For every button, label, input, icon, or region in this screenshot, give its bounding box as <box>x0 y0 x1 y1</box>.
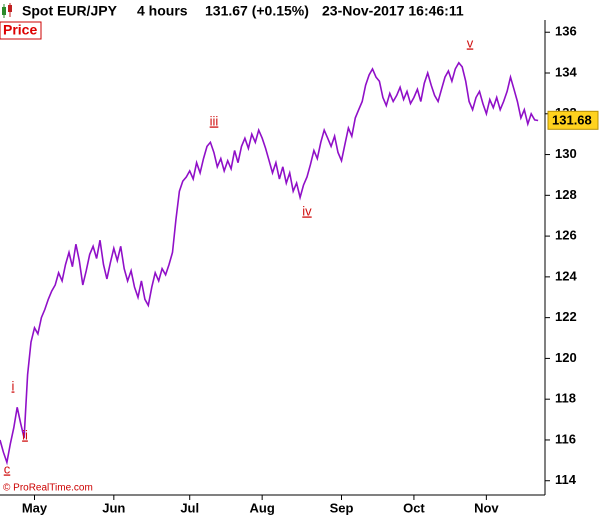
y-tick-label: 120 <box>555 350 577 365</box>
x-tick-label: May <box>22 500 48 515</box>
last-price-label: 131.68 <box>552 113 592 128</box>
y-tick-label: 130 <box>555 146 577 161</box>
x-tick-label: Nov <box>474 500 499 515</box>
wave-label: v <box>467 35 474 50</box>
candle-icon <box>2 3 12 18</box>
y-tick-label: 126 <box>555 228 577 243</box>
y-tick-label: 122 <box>555 309 577 324</box>
x-tick-label: Oct <box>403 500 425 515</box>
last-price-box <box>547 110 599 130</box>
wave-label: c <box>4 461 11 476</box>
y-tick-label: 134 <box>555 64 577 79</box>
watermark: © ProRealTime.com <box>3 483 93 494</box>
panel-label: Price <box>3 22 37 38</box>
x-tick-label: Jul <box>180 500 199 515</box>
wave-label: ii <box>22 427 28 442</box>
change: 131.67 (+0.15%) <box>205 3 309 19</box>
x-tick-label: Sep <box>330 500 354 515</box>
y-tick-label: 136 <box>555 24 577 39</box>
interval: 4 hours <box>137 3 188 19</box>
y-tick-label: 116 <box>555 431 576 446</box>
y-tick-label: 118 <box>555 391 576 406</box>
chart-title: Spot EUR/JPY <box>22 3 118 19</box>
x-tick-label: Aug <box>250 500 275 515</box>
price-line <box>0 61 539 466</box>
wave-label: iii <box>210 113 219 128</box>
y-tick-label: 128 <box>555 187 577 202</box>
y-tick-label: 114 <box>555 472 577 487</box>
x-tick-label: Jun <box>102 500 125 515</box>
panel-label-box <box>0 21 42 40</box>
wave-label: i <box>12 378 15 393</box>
y-tick-label: 124 <box>555 268 577 283</box>
timestamp: 23-Nov-2017 16:46:11 <box>322 3 464 19</box>
wave-label: iv <box>302 203 312 218</box>
